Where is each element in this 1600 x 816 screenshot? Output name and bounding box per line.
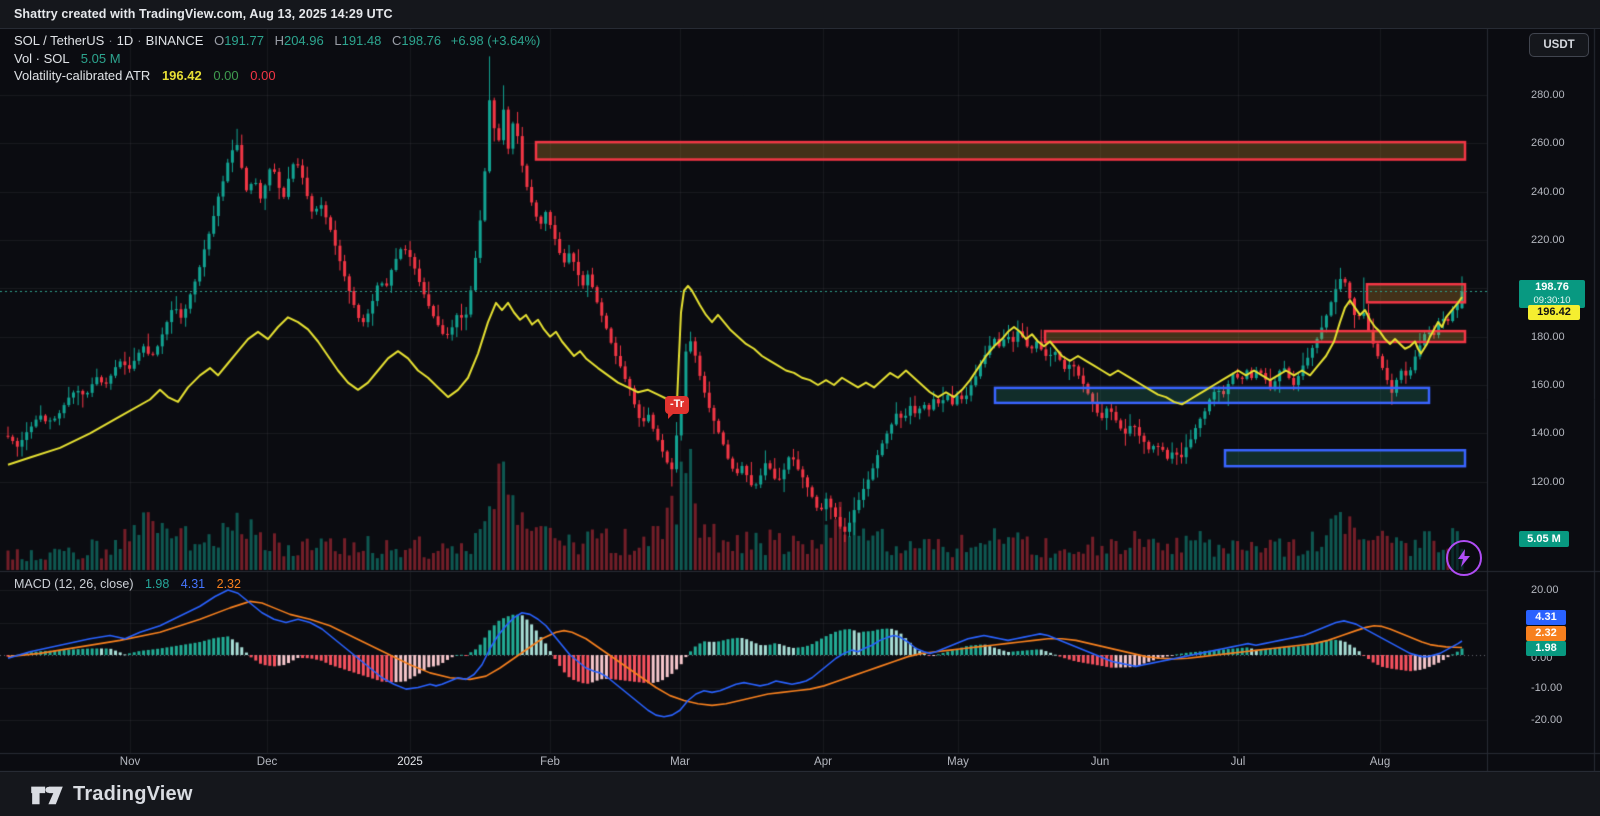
volume-legend-row[interactable]: Vol · SOL 5.05 M xyxy=(14,51,540,67)
macd-tick-label: -20.00 xyxy=(1531,714,1563,726)
volume-value-label: 5.05 M xyxy=(1519,531,1569,547)
macd-tick-label: 20.00 xyxy=(1531,584,1559,596)
watermark-text: Shattry created with TradingView.com, Au… xyxy=(14,7,393,21)
change-value: +6.98 (+3.64%) xyxy=(450,33,541,48)
atr-sell-value: 0.00 xyxy=(250,68,276,83)
macd-signal-value: 2.32 xyxy=(216,577,241,591)
volume-value: 5.05 M xyxy=(80,50,121,66)
price-tick-label: 240.00 xyxy=(1531,185,1565,198)
footer-bar: TradingView xyxy=(0,771,1600,816)
macd-label: MACD (12, 26, close) xyxy=(14,577,134,591)
price-tick-label: 220.00 xyxy=(1531,233,1565,246)
time-tick-label: Feb xyxy=(540,756,560,768)
time-tick-label: Aug xyxy=(1369,756,1391,768)
timeframe: 1D xyxy=(116,33,134,48)
low-value: 191.48 xyxy=(341,33,382,48)
time-tick-label: 2025 xyxy=(397,756,423,768)
atr-label: Volatility-calibrated ATR xyxy=(14,68,151,83)
atr-value: 196.42 xyxy=(161,68,202,83)
price-tick-label: 160.00 xyxy=(1531,378,1565,391)
atr-price-label: 196.42 xyxy=(1528,305,1580,320)
price-tick-label: 180.00 xyxy=(1531,330,1565,343)
close-value: 198.76 xyxy=(401,33,442,48)
price-tick-label: 280.00 xyxy=(1531,89,1565,101)
time-tick-label: Jun xyxy=(1090,756,1110,768)
symbol-legend-row[interactable]: SOL / TetherUS · 1D · BINANCE O191.77 H204.9… xyxy=(14,33,541,48)
time-tick-label: Dec xyxy=(256,756,278,768)
time-axis[interactable]: Nov Dec 2025 Feb Mar Apr May Jun Jul Aug xyxy=(0,753,1487,771)
currency-toggle-button[interactable]: USDT xyxy=(1529,33,1589,57)
bar-countdown: 09:30:10 xyxy=(1533,295,1571,306)
tradingview-wordmark: TradingView xyxy=(73,783,193,805)
time-tick-label: May xyxy=(947,756,969,768)
price-tick-label: 260.00 xyxy=(1531,137,1565,150)
time-tick-label: Nov xyxy=(119,756,141,768)
open-label: O xyxy=(214,33,225,48)
atr-legend-row[interactable]: Volatility-calibrated ATR 196.42 0.00 0.… xyxy=(14,68,540,84)
low-label: L xyxy=(334,33,342,48)
trade-marker[interactable]: -Tr xyxy=(665,396,690,420)
macd-tick-label: -10.00 xyxy=(1531,681,1563,694)
symbol-name: SOL / TetherUS xyxy=(14,33,105,48)
exchange: BINANCE xyxy=(145,33,204,48)
time-tick-label: Mar xyxy=(670,756,690,768)
time-tick-label: Jul xyxy=(1230,756,1246,768)
close-label: C xyxy=(391,33,402,48)
high-value: 204.96 xyxy=(283,33,324,48)
high-label: H xyxy=(274,33,284,48)
price-axis[interactable]: USDT 0.00 198.76 09:30:10 196.42 5.05 M … xyxy=(1487,28,1600,771)
signal-value-label: 2.32 xyxy=(1526,626,1566,641)
price-tick-label: 140.00 xyxy=(1531,427,1565,440)
lightning-icon xyxy=(1458,549,1470,567)
chart-legend: SOL / TetherUS · 1D · BINANCE O191.77 H204.9… xyxy=(14,33,540,86)
last-price-label: 198.76 09:30:10 xyxy=(1519,280,1585,308)
price-tick-label: 120.00 xyxy=(1531,475,1565,488)
lightning-button[interactable] xyxy=(1446,540,1482,576)
macd-hist-value: 1.98 xyxy=(144,577,170,591)
tradingview-mark-icon xyxy=(31,786,63,804)
time-tick-label: Apr xyxy=(814,756,832,768)
volume-label: Vol · SOL xyxy=(14,50,70,66)
watermark-bar: Shattry created with TradingView.com, Au… xyxy=(0,0,1600,29)
open-value: 191.77 xyxy=(224,33,264,48)
macd-value-label: 4.31 xyxy=(1526,610,1566,625)
macd-line-value: 4.31 xyxy=(180,577,206,591)
hist-value-label: 1.98 xyxy=(1526,641,1566,656)
atr-buy-value: 0.00 xyxy=(213,68,239,83)
tradingview-logo[interactable]: TradingView xyxy=(30,782,193,808)
macd-legend-row[interactable]: MACD (12, 26, close) 1.98 4.31 2.32 xyxy=(14,577,241,591)
